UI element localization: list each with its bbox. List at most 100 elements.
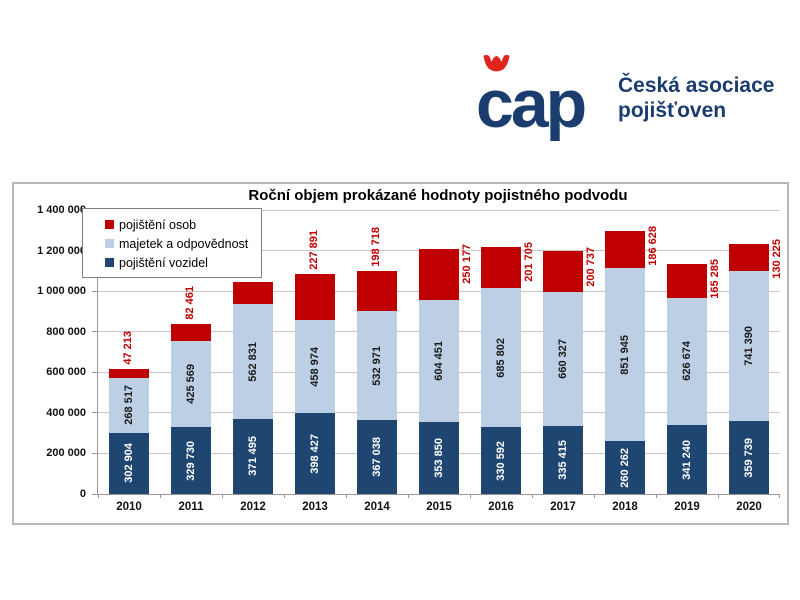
bar-segment-2012-s1: 562 831 — [233, 304, 273, 419]
bar-stack-2017: 335 415 660 327 — [543, 251, 583, 494]
segment-value-label: 562 831 — [246, 341, 259, 382]
x-axis-tick — [656, 494, 657, 498]
segment-value-label: 685 802 — [494, 337, 507, 378]
x-axis-tick — [532, 494, 533, 498]
bar-segment-2012-s2 — [233, 281, 273, 305]
y-axis-label: 1 400 000 — [37, 204, 86, 216]
segment-value-label: 660 327 — [556, 339, 569, 379]
segment-value-label: 302 904 — [122, 443, 135, 484]
bar-segment-2016-s1: 685 802 — [481, 287, 521, 427]
bar-segment-2011-s1: 425 569 — [171, 340, 211, 428]
bar-segment-2010-s2 — [109, 368, 149, 379]
x-axis-tick — [284, 494, 285, 498]
bar-segment-2018-s0: 260 262 — [605, 441, 645, 494]
y-axis-tick — [92, 331, 97, 333]
segment-value-label: 532 971 — [370, 345, 383, 386]
x-axis-tick — [98, 494, 99, 498]
bar-segment-2018-s1: 851 945 — [605, 268, 645, 442]
legend-label-majetek: majetek a odpovědnost — [119, 236, 249, 251]
bar-segment-2011-s0: 329 730 — [171, 427, 211, 494]
segment-value-label: 353 850 — [432, 438, 445, 478]
segment-value-label: 604 451 — [432, 341, 445, 381]
bar-segment-2012-s0: 371 495 — [233, 418, 273, 494]
bar-segment-2020-s0: 359 739 — [729, 421, 769, 494]
x-axis-tick — [408, 494, 409, 498]
bar-segment-2019-s0: 341 240 — [667, 424, 707, 494]
y-axis-tick — [92, 290, 97, 292]
segment-value-label: 335 415 — [556, 440, 569, 480]
y-axis-label: 800 000 — [46, 325, 86, 338]
y-axis-tick — [92, 493, 97, 495]
bar-stack-2020: 359 739 741 390 — [729, 244, 769, 494]
bar-segment-2015-s0: 353 850 — [419, 422, 459, 494]
y-axis-label: 1 200 000 — [37, 244, 86, 257]
legend-label-osob: pojištění osob — [119, 217, 197, 232]
y-axis-label: 400 000 — [46, 406, 86, 419]
bar-segment-2015-s1: 604 451 — [419, 299, 459, 423]
chart-legend: pojištění osob majetek a odpovědnost poj… — [82, 208, 262, 278]
segment-value-label: 268 517 — [122, 385, 135, 426]
x-axis-tick — [160, 494, 161, 498]
x-axis-tick — [718, 494, 719, 498]
bar-segment-2018-s2 — [605, 230, 645, 269]
legend-marker-osob — [105, 220, 114, 229]
x-axis-tick — [346, 494, 347, 498]
bar-segment-2013-s2 — [295, 273, 335, 321]
bar-segment-2016-s2 — [481, 246, 521, 288]
bar-stack-2016: 330 592 685 802 — [481, 246, 521, 494]
bar-segment-2014-s2 — [357, 271, 397, 312]
y-axis-tick — [92, 412, 97, 414]
segment-value-label: 398 427 — [308, 433, 321, 474]
segment-value-label: 341 240 — [680, 439, 693, 480]
x-axis-label-2019: 2019 — [674, 501, 700, 513]
x-axis-label-2014: 2014 — [364, 501, 390, 513]
plot-area: 302 904 268 517 47 213 2010 329 730 425 569 82… — [92, 209, 783, 513]
x-axis-label-2015: 2015 — [426, 501, 452, 513]
segment-value-label: 359 739 — [742, 437, 755, 478]
x-axis-tick — [222, 494, 223, 498]
gridline — [98, 209, 780, 211]
legend-marker-majetek — [105, 239, 114, 248]
cap-logo: cap Česká asociace pojišťoven — [476, 40, 788, 140]
segment-value-label: 260 262 — [618, 447, 631, 488]
bar-segment-2013-s0: 398 427 — [295, 413, 335, 494]
outside-value-label-osob: 165 285 — [709, 259, 721, 300]
bar-stack-2015: 353 850 604 451 — [419, 248, 459, 494]
logo-org-name: Česká asociace pojišťoven — [618, 73, 774, 123]
bar-stack-2019: 341 240 626 674 — [667, 264, 707, 494]
bar-segment-2016-s0: 330 592 — [481, 426, 521, 494]
legend-item-majetek: majetek a odpovědnost — [105, 234, 251, 253]
bar-segment-2017-s0: 335 415 — [543, 425, 583, 494]
bar-stack-2010: 302 904 268 517 — [109, 368, 149, 494]
segment-value-label: 741 390 — [742, 325, 755, 366]
outside-value-label-osob: 200 737 — [585, 246, 597, 287]
outside-value-label-osob: 130 225 — [771, 239, 783, 280]
segment-value-label: 851 945 — [618, 334, 631, 375]
bar-segment-2019-s2 — [667, 264, 707, 298]
outside-value-label-osob: 227 891 — [308, 230, 320, 270]
x-axis-label-2010: 2010 — [116, 501, 142, 513]
bar-stack-2012: 371 495 562 831 — [233, 281, 273, 494]
y-axis-label: 600 000 — [46, 366, 86, 379]
x-axis-label-2017: 2017 — [550, 501, 576, 513]
legend-label-vozidel: pojištění vozidel — [119, 255, 208, 270]
bar-segment-2015-s2 — [419, 248, 459, 300]
x-axis-tick — [594, 494, 595, 498]
crown-shape — [483, 54, 510, 72]
y-axis-label: 200 000 — [46, 447, 86, 460]
segment-value-label: 425 569 — [184, 364, 197, 404]
x-axis-label-2016: 2016 — [488, 501, 514, 513]
chart-frame: Roční objem prokázané hodnoty pojistného… — [12, 182, 789, 525]
bar-segment-2010-s0: 302 904 — [109, 432, 149, 494]
bar-segment-2010-s1: 268 517 — [109, 378, 149, 433]
logo-org-line2: pojišťoven — [618, 99, 727, 122]
bar-segment-2014-s1: 532 971 — [357, 311, 397, 420]
legend-marker-vozidel — [105, 258, 114, 267]
bar-segment-2014-s0: 367 038 — [357, 419, 397, 494]
bar-stack-2013: 398 427 458 974 — [295, 273, 335, 494]
bar-segment-2011-s2 — [171, 324, 211, 341]
segment-value-label: 458 974 — [308, 346, 321, 387]
outside-value-label-osob: 82 461 — [184, 286, 196, 321]
y-axis-tick — [92, 452, 97, 454]
